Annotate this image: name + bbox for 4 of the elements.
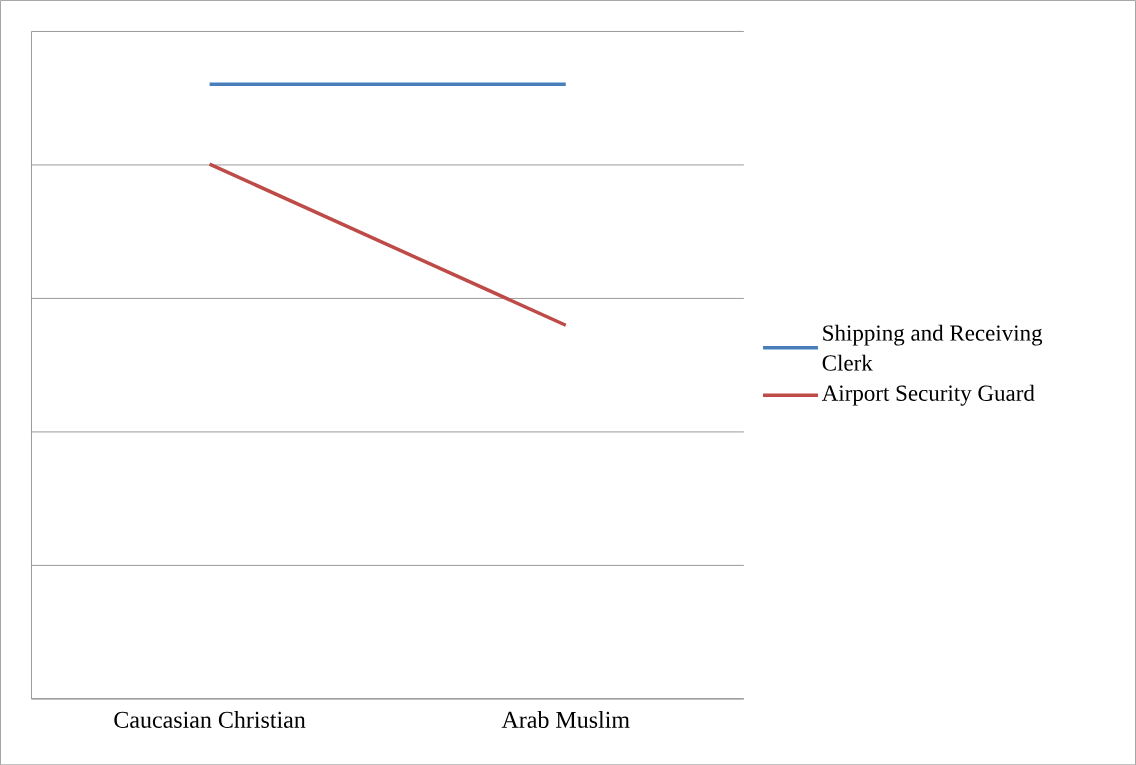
- x-tick-label: Arab Muslim: [501, 710, 630, 728]
- legend-label: Shipping and Receiving Clerk: [822, 324, 1043, 371]
- legend-label: Airport Security Guard: [821, 384, 1035, 406]
- x-tick-label: Caucasian Christian: [114, 710, 306, 728]
